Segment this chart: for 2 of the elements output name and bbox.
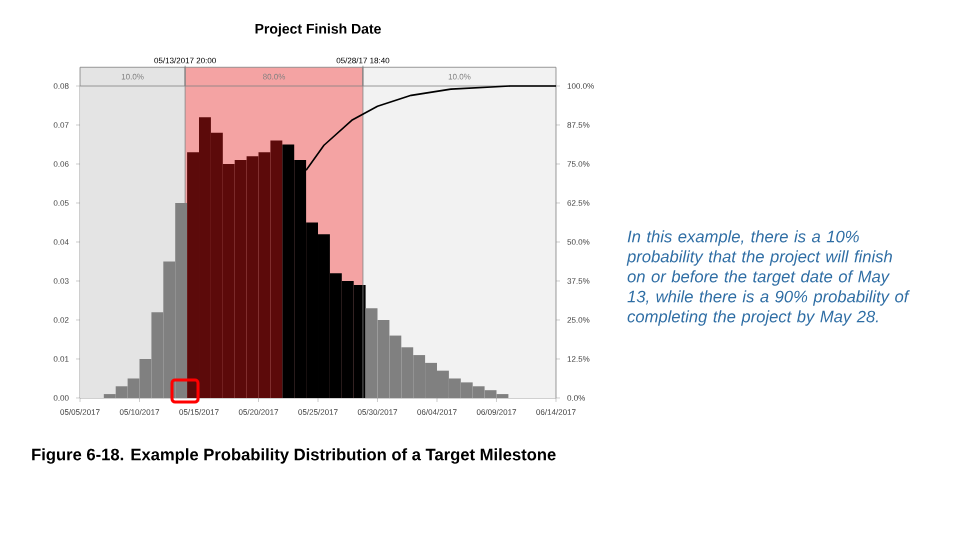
text: In this example, there is a 10% probability that the project will finish on or before the target date of May 13, while there is a 90% probability of completing the project by May 28. <box>626 230 910 326</box>
caption: Figure 6-18. Example Probability Distribution of a Target Milestone <box>32 448 556 464</box>
